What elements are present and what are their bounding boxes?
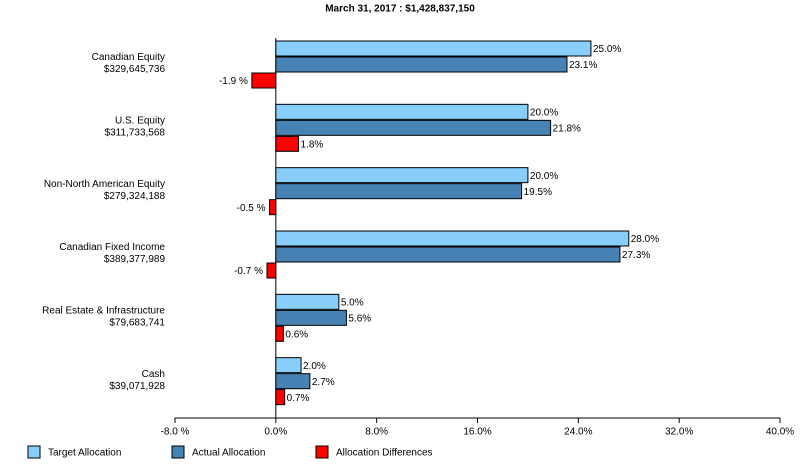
bar: [275, 389, 286, 406]
value-label: 21.8%: [553, 123, 581, 134]
bar: [269, 199, 277, 216]
bar: [275, 103, 529, 120]
bar: [275, 167, 529, 184]
x-tick-label: -8.0 %: [161, 427, 190, 438]
bar: [275, 135, 300, 152]
bar: [266, 262, 277, 279]
value-label: -0.5 %: [237, 203, 266, 214]
legend-swatch: [315, 445, 329, 459]
bar: [275, 293, 340, 310]
x-tick-label: 40.0%: [766, 427, 794, 438]
category-amount: $279,324,188: [104, 191, 166, 202]
category-label: Canadian Fixed Income: [59, 242, 165, 253]
value-label: 0.6%: [285, 329, 308, 340]
value-label: 27.3%: [622, 250, 650, 261]
value-label: 2.7%: [312, 377, 335, 388]
value-label: -1.9 %: [219, 76, 248, 87]
legend-swatch: [171, 445, 185, 459]
category-amount: $79,683,741: [109, 317, 165, 328]
value-label: 2.0%: [303, 361, 326, 372]
bar: [275, 40, 592, 57]
category-label: Cash: [142, 369, 165, 380]
value-label: 25.0%: [593, 44, 621, 55]
legend-label: Allocation Differences: [336, 448, 433, 459]
value-label: 5.0%: [341, 297, 364, 308]
legend-label: Actual Allocation: [192, 448, 265, 459]
category-amount: $39,071,928: [109, 381, 165, 392]
legend-swatch: [27, 445, 41, 459]
chart-title: March 31, 2017 : $1,428,837,150: [325, 4, 475, 15]
bar: [275, 56, 568, 73]
value-label: 20.0%: [530, 171, 558, 182]
bar: [275, 246, 621, 263]
value-label: -0.7 %: [234, 266, 263, 277]
bar: [275, 357, 302, 374]
value-label: 0.7%: [287, 393, 310, 404]
bar: [275, 183, 523, 200]
value-label: 20.0%: [530, 107, 558, 118]
x-tick-label: 32.0%: [665, 427, 693, 438]
category-label: Non-North American Equity: [44, 179, 165, 190]
value-label: 5.6%: [348, 313, 371, 324]
category-label: Real Estate & Infrastructure: [42, 305, 165, 316]
category-amount: $311,733,568: [105, 127, 166, 138]
value-label: 1.8%: [301, 139, 324, 150]
bar: [275, 373, 311, 390]
x-tick-label: 24.0%: [564, 427, 592, 438]
bar: [251, 72, 277, 89]
category-label: U.S. Equity: [115, 115, 165, 126]
x-tick-label: 16.0%: [463, 427, 491, 438]
bar: [275, 230, 630, 247]
category-label: Canadian Equity: [92, 52, 165, 63]
bar: [275, 309, 347, 326]
x-tick-label: 8.0%: [365, 427, 388, 438]
legend-label: Target Allocation: [48, 448, 121, 459]
value-label: 28.0%: [631, 234, 659, 245]
value-label: 19.5%: [524, 187, 552, 198]
value-label: 23.1%: [569, 60, 597, 71]
x-tick-label: 0.0%: [264, 427, 287, 438]
bar: [275, 325, 284, 342]
category-amount: $389,377,989: [104, 254, 166, 265]
bar: [275, 119, 552, 136]
category-amount: $329,645,736: [104, 64, 166, 75]
